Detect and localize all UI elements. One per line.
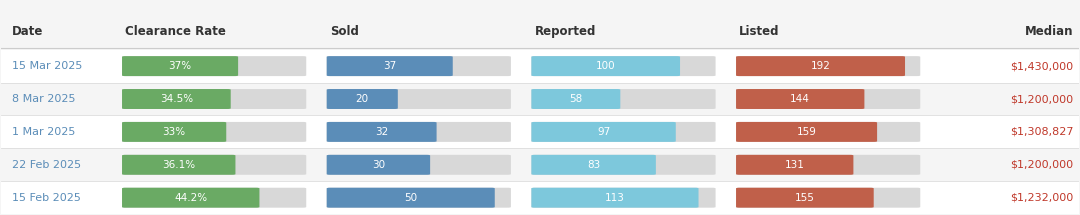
Text: 113: 113 <box>605 193 625 203</box>
FancyBboxPatch shape <box>327 188 495 208</box>
FancyBboxPatch shape <box>531 89 620 109</box>
Text: Sold: Sold <box>330 25 359 38</box>
Text: 1 Mar 2025: 1 Mar 2025 <box>12 127 76 137</box>
FancyBboxPatch shape <box>122 188 307 208</box>
Text: 50: 50 <box>404 193 417 203</box>
FancyBboxPatch shape <box>737 56 920 76</box>
Text: 15 Mar 2025: 15 Mar 2025 <box>12 61 82 71</box>
Text: 32: 32 <box>375 127 389 137</box>
Text: $1,430,000: $1,430,000 <box>1010 61 1074 71</box>
FancyBboxPatch shape <box>122 155 307 175</box>
Text: 44.2%: 44.2% <box>174 193 207 203</box>
FancyBboxPatch shape <box>531 122 676 142</box>
FancyBboxPatch shape <box>737 188 920 208</box>
FancyBboxPatch shape <box>122 89 231 109</box>
FancyBboxPatch shape <box>531 56 716 76</box>
FancyBboxPatch shape <box>531 155 656 175</box>
Text: Median: Median <box>1025 25 1074 38</box>
Text: 192: 192 <box>811 61 831 71</box>
FancyBboxPatch shape <box>531 188 716 208</box>
FancyBboxPatch shape <box>531 56 680 76</box>
Text: Listed: Listed <box>740 25 780 38</box>
FancyBboxPatch shape <box>327 188 511 208</box>
Text: 37%: 37% <box>168 61 191 71</box>
Bar <box>1 83 1079 115</box>
Text: 33%: 33% <box>163 127 186 137</box>
Bar <box>1 50 1079 83</box>
FancyBboxPatch shape <box>327 155 511 175</box>
FancyBboxPatch shape <box>327 89 511 109</box>
Text: 34.5%: 34.5% <box>160 94 193 104</box>
Text: 8 Mar 2025: 8 Mar 2025 <box>12 94 76 104</box>
Text: Clearance Rate: Clearance Rate <box>125 25 226 38</box>
Text: 15 Feb 2025: 15 Feb 2025 <box>12 193 81 203</box>
FancyBboxPatch shape <box>122 56 307 76</box>
Text: 100: 100 <box>596 61 616 71</box>
FancyBboxPatch shape <box>327 122 436 142</box>
Text: 155: 155 <box>795 193 814 203</box>
Bar <box>1 115 1079 148</box>
Text: 22 Feb 2025: 22 Feb 2025 <box>12 160 81 170</box>
Text: 144: 144 <box>791 94 810 104</box>
FancyBboxPatch shape <box>122 155 235 175</box>
FancyBboxPatch shape <box>327 122 511 142</box>
FancyBboxPatch shape <box>122 122 226 142</box>
FancyBboxPatch shape <box>531 122 716 142</box>
Bar <box>1 181 1079 214</box>
Text: $1,232,000: $1,232,000 <box>1010 193 1074 203</box>
FancyBboxPatch shape <box>122 122 307 142</box>
Text: 36.1%: 36.1% <box>162 160 195 170</box>
FancyBboxPatch shape <box>122 188 259 208</box>
FancyBboxPatch shape <box>737 155 853 175</box>
FancyBboxPatch shape <box>122 89 307 109</box>
FancyBboxPatch shape <box>737 188 874 208</box>
FancyBboxPatch shape <box>737 56 905 76</box>
FancyBboxPatch shape <box>122 56 238 76</box>
Text: 97: 97 <box>597 127 610 137</box>
FancyBboxPatch shape <box>737 89 920 109</box>
FancyBboxPatch shape <box>531 89 716 109</box>
Text: 20: 20 <box>355 94 369 104</box>
FancyBboxPatch shape <box>531 155 716 175</box>
Text: $1,308,827: $1,308,827 <box>1010 127 1074 137</box>
Text: $1,200,000: $1,200,000 <box>1010 160 1074 170</box>
FancyBboxPatch shape <box>737 89 864 109</box>
FancyBboxPatch shape <box>327 56 453 76</box>
Text: 30: 30 <box>372 160 384 170</box>
Text: 131: 131 <box>785 160 805 170</box>
FancyBboxPatch shape <box>737 122 920 142</box>
Text: 83: 83 <box>588 160 600 170</box>
FancyBboxPatch shape <box>531 188 699 208</box>
FancyBboxPatch shape <box>737 122 877 142</box>
Text: 159: 159 <box>797 127 816 137</box>
Text: $1,200,000: $1,200,000 <box>1010 94 1074 104</box>
FancyBboxPatch shape <box>327 89 397 109</box>
Bar <box>1 148 1079 181</box>
FancyBboxPatch shape <box>737 155 920 175</box>
Text: Date: Date <box>12 25 43 38</box>
Text: 58: 58 <box>569 94 582 104</box>
Text: 37: 37 <box>383 61 396 71</box>
Text: Reported: Reported <box>535 25 596 38</box>
FancyBboxPatch shape <box>327 155 430 175</box>
FancyBboxPatch shape <box>327 56 511 76</box>
